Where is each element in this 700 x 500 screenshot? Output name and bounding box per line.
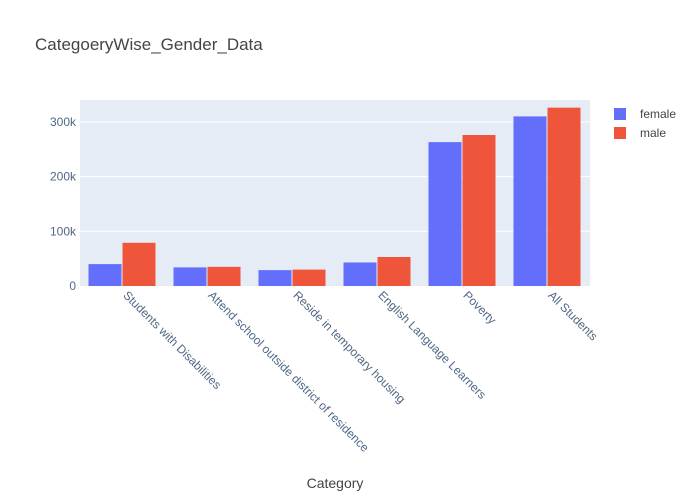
y-axis-ticks: 0 100k 200k 300k <box>50 115 77 293</box>
legend-swatch <box>614 108 626 120</box>
legend-swatch <box>614 127 626 139</box>
legend-label: male <box>640 126 666 140</box>
plot-background <box>80 100 590 286</box>
legend-item-female[interactable]: female <box>614 107 676 121</box>
x-tick-label: All Students <box>545 288 600 343</box>
bar-male[interactable] <box>547 107 581 287</box>
bar-female[interactable] <box>428 142 462 286</box>
bar-female[interactable] <box>173 267 207 286</box>
x-tick-label: Poverty <box>460 288 499 327</box>
bar-female[interactable] <box>88 264 122 286</box>
bar-male[interactable] <box>462 135 496 286</box>
x-tick-label: Attend school outside district of reside… <box>205 288 372 455</box>
legend-label: female <box>640 107 676 121</box>
bars <box>88 107 581 287</box>
legend[interactable]: female male <box>614 107 676 140</box>
bar-male[interactable] <box>207 266 241 286</box>
bar-male[interactable] <box>292 269 326 286</box>
y-tick-label: 0 <box>69 279 76 293</box>
x-axis-title: Category <box>307 475 364 491</box>
y-tick-label: 300k <box>50 115 77 129</box>
x-tick-label: Students with Disabilities <box>120 288 224 392</box>
bar-female[interactable] <box>513 116 547 286</box>
legend-item-male[interactable]: male <box>614 126 666 140</box>
chart-title: CategoeryWise_Gender_Data <box>35 35 263 54</box>
gridlines <box>80 121 590 232</box>
bar-female[interactable] <box>343 262 377 286</box>
bar-male[interactable] <box>122 242 156 286</box>
y-tick-label: 200k <box>50 170 77 184</box>
bar-male[interactable] <box>377 257 411 286</box>
y-tick-label: 100k <box>50 224 77 238</box>
bar-female[interactable] <box>258 270 292 286</box>
